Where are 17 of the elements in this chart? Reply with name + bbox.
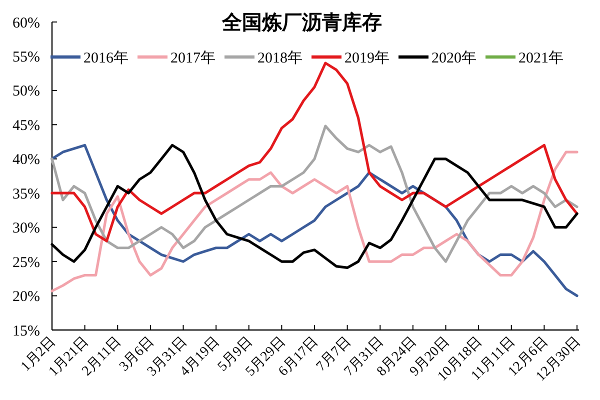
y-tick-label: 35% bbox=[12, 186, 40, 202]
legend-label: 2020年 bbox=[432, 50, 476, 66]
legend-label: 2021年 bbox=[518, 50, 564, 66]
y-tick-label: 15% bbox=[12, 323, 40, 340]
legend-label: 2016年 bbox=[84, 50, 128, 66]
y-tick-label: 30% bbox=[12, 220, 40, 237]
y-tick-label: 25% bbox=[12, 254, 40, 271]
legend-label: 2018年 bbox=[258, 50, 302, 66]
y-tick-label: 55% bbox=[12, 49, 40, 66]
y-tick-label: 60% bbox=[12, 15, 40, 32]
y-tick-label: 45% bbox=[12, 118, 40, 134]
y-tick-label: 50% bbox=[12, 84, 40, 100]
y-tick-label: 20% bbox=[12, 289, 40, 306]
legend-label: 2017年 bbox=[170, 50, 216, 66]
title: 全国炼厂沥青库存 bbox=[222, 12, 382, 34]
legend-label: 2019年 bbox=[344, 50, 390, 66]
y-tick-label: 40% bbox=[12, 152, 40, 168]
